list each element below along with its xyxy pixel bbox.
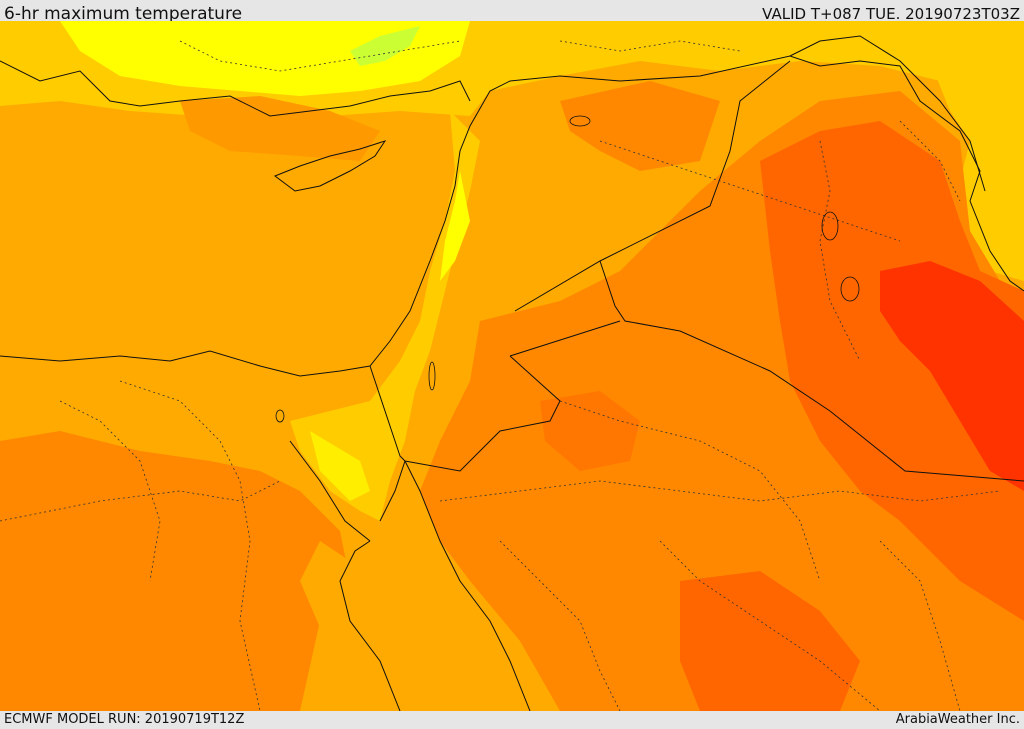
credit-label: ArabiaWeather Inc. — [895, 712, 1020, 727]
yellow-sinai — [310, 431, 370, 501]
province-boundaries — [0, 40, 1001, 711]
coastline-mediterranean — [0, 80, 511, 377]
dark-orange-mid — [170, 491, 280, 661]
yellow-levant — [290, 111, 480, 521]
dark-orange-cyprus-sea — [180, 96, 380, 161]
lake-assad — [569, 115, 591, 127]
footer-bar — [0, 711, 1024, 729]
temperature-map — [0, 21, 1024, 711]
jordan-saudi-border — [514, 60, 791, 312]
red-hot-spot — [880, 261, 1024, 491]
lake-nasser — [275, 409, 285, 423]
map-title: 6-hr maximum temperature — [4, 4, 243, 24]
cyprus-outline — [273, 140, 387, 192]
yellow-northeast — [930, 41, 1024, 281]
jordan-west-border — [404, 355, 561, 472]
valid-time: VALID T+087 TUE. 20190723T03Z — [762, 5, 1020, 23]
orange-red-arabia — [680, 571, 860, 711]
orange-red-jordan — [540, 391, 640, 471]
coastline-north — [0, 60, 471, 117]
iran-iraq-border — [789, 35, 986, 192]
country-borders — [0, 35, 1024, 711]
lakes-islands — [275, 115, 860, 423]
red-sea-coastal — [300, 541, 420, 711]
header-bar — [0, 0, 1024, 21]
lake-razazah — [840, 276, 860, 302]
red-sea-east-coast — [404, 460, 531, 711]
sinai-border — [369, 365, 406, 462]
persian-gulf-coast — [969, 200, 1024, 292]
yellow-core-north — [60, 21, 470, 96]
syria-iraq-border — [509, 55, 981, 202]
dead-sea — [428, 361, 436, 391]
dark-orange-north-syria — [560, 81, 720, 171]
gulf-suez — [289, 440, 371, 542]
red-sea-west-coast — [339, 540, 401, 711]
gulf-aqaba — [379, 460, 406, 522]
iraq-saudi-border — [599, 260, 1024, 482]
jordan-border-south — [509, 320, 621, 357]
yellow-core-levant — [440, 171, 470, 281]
model-run: ECMWF MODEL RUN: 20190719T12Z — [4, 712, 245, 727]
orange-red-iraq — [760, 121, 1024, 621]
green-patch — [350, 26, 420, 66]
lake-tharthar — [821, 211, 839, 241]
